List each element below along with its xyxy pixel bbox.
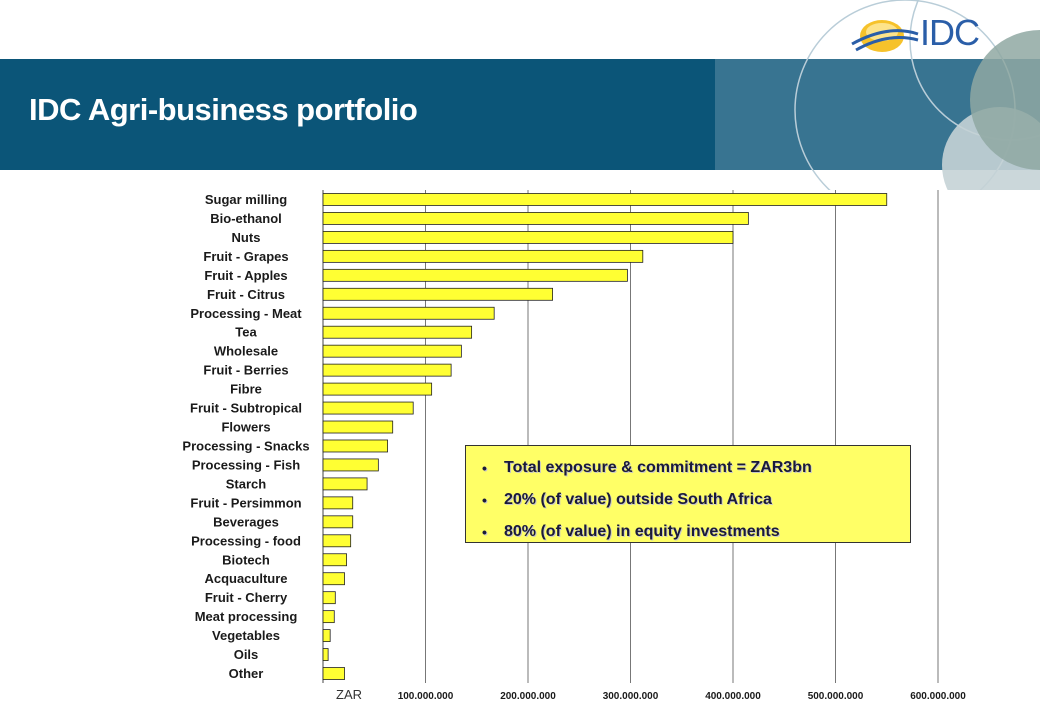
bar-wholesale [322,344,462,358]
x-tick-label: 500.000.000 [808,691,864,702]
bar-vegetables [322,629,331,642]
category-label: Fruit - Subtropical [190,401,302,416]
bar-processing-fish [322,458,379,472]
bar-tea [322,325,473,339]
grid-lines [322,190,939,683]
portfolio-bar-chart: Sugar milling Bio-ethanol Nuts Fruit - Grap… [182,190,967,702]
x-axis-unit-label: ZAR [336,687,362,702]
bars [322,193,888,680]
x-tick-label: 100.000.000 [398,691,454,702]
info-item-total: • Total exposure & commitment = ZAR3bn [482,459,812,476]
category-label: Oils [234,647,259,662]
category-labels: Sugar milling Bio-ethanol Nuts Fruit - Grap… [182,192,309,681]
logo-text: IDC [920,12,980,53]
x-tick-label: 600.000.000 [910,691,966,702]
bar-biotech [322,553,347,567]
bar-fruit-cherry [322,591,336,605]
x-tick-label: 400.000.000 [705,691,761,702]
category-label: Bio-ethanol [210,211,282,226]
category-label: Processing - food [191,533,301,548]
category-label: Sugar milling [205,192,287,207]
category-label: Biotech [222,552,270,567]
bar-sugar-milling [322,193,888,206]
bar-bio-ethanol [322,212,749,225]
category-label: Acquaculture [204,571,287,586]
category-label: Other [229,666,264,681]
category-label: Fruit - Persimmon [190,495,301,510]
category-label: Wholesale [214,344,278,359]
info-item-equity: • 80% (of value) in equity investments [482,523,780,540]
bar-fruit-citrus [322,287,554,301]
bar-oils [322,648,329,661]
info-item-text: 20% (of value) outside South Africa [504,491,772,508]
bar-flowers [322,420,394,434]
category-label: Flowers [221,420,270,435]
category-label: Vegetables [212,628,280,643]
bar-fruit-apples [322,268,628,282]
category-label: Starch [226,476,267,491]
category-label: Beverages [213,514,279,529]
bar-processing-meat [322,306,495,320]
x-tick-label: 200.000.000 [500,691,556,702]
bar-beverages [322,515,354,529]
info-item-outside: • 20% (of value) outside South Africa [482,491,772,508]
bar-fruit-grapes [322,249,644,263]
bar-meat-processing [322,610,335,624]
bar-other [322,667,345,680]
category-label: Processing - Snacks [182,438,309,453]
bar-processing-food [322,534,352,548]
category-label: Fruit - Grapes [203,249,288,264]
x-tick-label: 300.000.000 [603,691,659,702]
bar-nuts [322,231,734,244]
category-label: Fruit - Apples [204,268,287,283]
category-label: Nuts [232,230,261,245]
info-item-text: 80% (of value) in equity investments [504,523,780,540]
category-label: Meat processing [195,609,298,624]
bar-fruit-berries [322,363,452,377]
category-label: Fibre [230,382,262,397]
category-label: Fruit - Cherry [205,590,288,605]
category-label: Fruit - Citrus [207,287,285,302]
bar-processing-snacks [322,439,388,453]
category-label: Fruit - Berries [203,363,288,378]
info-box: • Total exposure & commitment = ZAR3bn • 2… [465,445,911,543]
category-label: Processing - Fish [192,457,300,472]
category-label: Processing - Meat [190,306,302,321]
page-title: IDC Agri-business portfolio [29,92,418,127]
bar-starch [322,477,368,491]
idc-logo-icon [851,20,919,52]
info-item-text: Total exposure & commitment = ZAR3bn [504,459,812,476]
bar-fruit-subtropical [322,401,414,415]
bar-acquaculture [322,572,345,586]
bar-fibre [322,382,433,396]
bar-fruit-persimmon [322,496,354,510]
x-tick-labels: 100.000.000 200.000.000 300.000.000 400.000… [398,691,967,702]
category-label: Tea [235,325,257,340]
